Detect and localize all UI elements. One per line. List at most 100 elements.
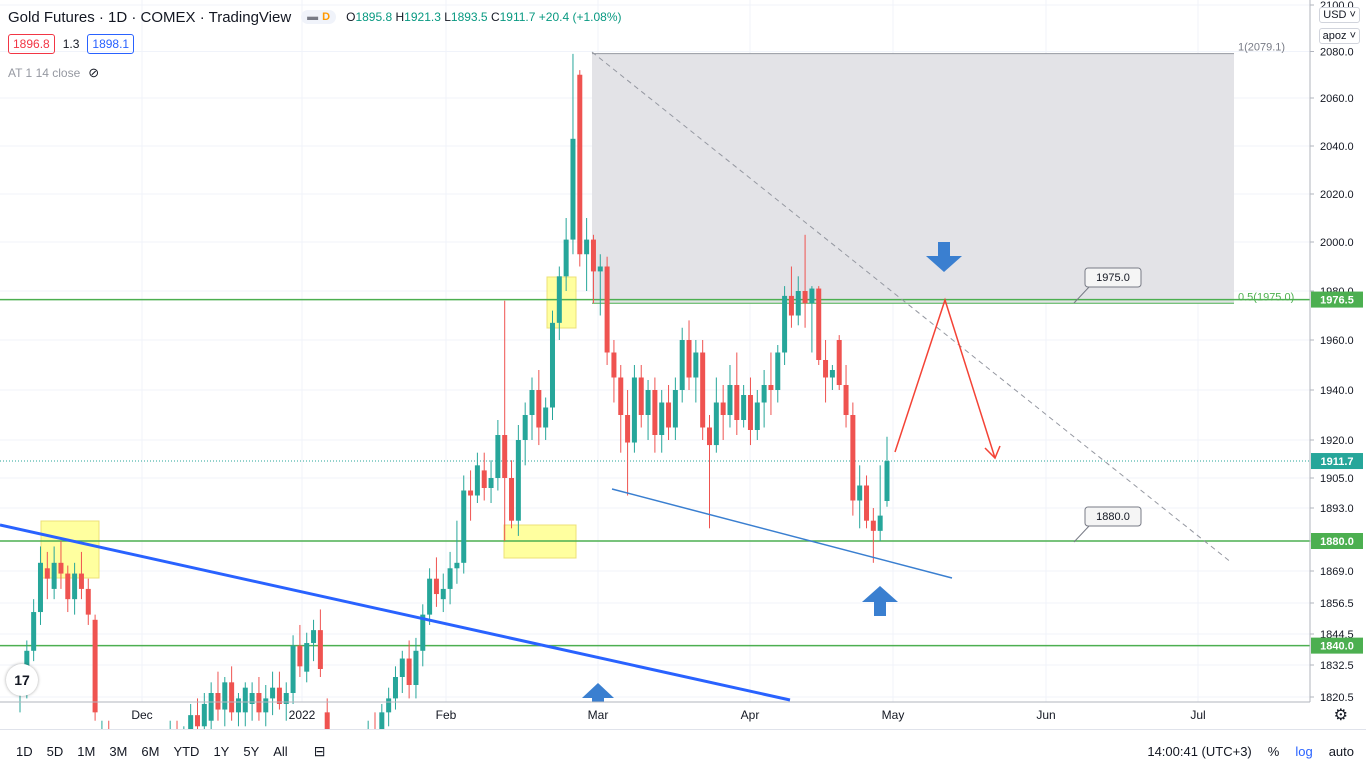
symbol-title[interactable]: Gold Futures · 1D · COMEX · TradingView [8, 8, 292, 26]
candle [747, 377, 753, 446]
percent-toggle[interactable]: % [1267, 743, 1280, 759]
scale-mode-select[interactable]: apoz ˅ [1318, 28, 1360, 44]
candle [367, 720, 369, 730]
candle [481, 452, 487, 501]
y-tick-label: 1820.5 [1320, 692, 1354, 704]
y-tick-label: 1905.0 [1320, 473, 1354, 485]
candle [549, 310, 555, 420]
timeframe-1d[interactable]: 1D [16, 743, 33, 759]
candle [823, 340, 829, 403]
ohlc-readout: O1895.8 H1921.3 L1893.5 C1911.7 +20.4 (+… [346, 10, 622, 24]
candle [78, 551, 84, 600]
candles [17, 53, 890, 730]
candle [374, 712, 376, 730]
price-callout: 1975.0 [1073, 267, 1142, 304]
candle [645, 380, 651, 440]
timeframe-ytd[interactable]: YTD [173, 743, 200, 759]
candle [276, 671, 282, 710]
price-label-text: 1911.7 [1320, 456, 1353, 468]
candle [543, 397, 549, 440]
x-tick-label: Jun [1036, 708, 1055, 722]
candle [679, 327, 685, 403]
candle [809, 286, 815, 353]
candle [324, 698, 330, 730]
candle [92, 614, 98, 721]
auto-toggle[interactable]: auto [1328, 743, 1354, 759]
candle [577, 70, 583, 267]
candle [754, 390, 760, 440]
gear-icon[interactable]: ⚙ [1333, 707, 1348, 724]
candle [611, 340, 617, 403]
candle [672, 377, 678, 440]
timeframe-all[interactable]: All [273, 743, 288, 759]
price-label-text: 1880.0 [1320, 536, 1354, 548]
eye-off-icon[interactable]: ⊘ [88, 65, 100, 80]
timeframe-1m[interactable]: 1M [77, 743, 96, 759]
y-tick-label: 2020.0 [1320, 189, 1354, 201]
candle [420, 604, 426, 667]
y-tick-label: 2080.0 [1320, 47, 1354, 59]
candle [570, 53, 576, 255]
candle [666, 385, 672, 440]
candle [242, 682, 248, 727]
buy-button[interactable]: 1898.1 [87, 34, 135, 54]
candle [72, 562, 78, 615]
candle [536, 370, 542, 446]
sell-button[interactable]: 1896.8 [8, 34, 55, 54]
fib-top-label: 1(2079.1) [1238, 42, 1285, 54]
candle [857, 465, 863, 529]
candle [816, 286, 822, 365]
chart-header: Gold Futures · 1D · COMEX · TradingView … [8, 8, 622, 26]
log-toggle[interactable]: log [1295, 743, 1313, 759]
candle [297, 624, 303, 677]
candle [836, 335, 842, 390]
y-tick-label: 1856.5 [1320, 598, 1354, 610]
price-label: 1976.5 [1311, 291, 1363, 308]
candle [454, 520, 460, 584]
timeframe-3m[interactable]: 3M [109, 743, 128, 759]
timeframe-5d[interactable]: 5D [46, 743, 64, 759]
indicator-label[interactable]: AT 1 14 close [8, 66, 81, 80]
timeframe-1y[interactable]: 1Y [213, 743, 230, 759]
candle [795, 276, 801, 326]
compare-range-icon[interactable]: ⊟ [313, 742, 326, 759]
candle [169, 720, 171, 730]
candle [727, 365, 733, 428]
long-trendline [0, 523, 791, 702]
market-status-icon: ▬ [307, 11, 319, 23]
tradingview-logo-icon[interactable]: 17 [6, 664, 38, 696]
candle [474, 452, 480, 503]
candle [108, 720, 110, 730]
candle [304, 632, 310, 683]
y-tick-label: 1960.0 [1320, 335, 1354, 347]
candle [768, 352, 774, 415]
y-tick-label: 2060.0 [1320, 93, 1354, 105]
candle [317, 609, 323, 677]
y-tick-label: 1893.0 [1320, 503, 1354, 515]
spread-value: 1.3 [62, 37, 80, 51]
up-arrow-icon [582, 683, 614, 702]
highlight-boxes [40, 276, 577, 579]
currency-select[interactable]: USD ˅ [1319, 7, 1360, 23]
candle [618, 365, 624, 453]
trendlines [0, 51, 1233, 702]
x-tick-label: 2022 [289, 708, 316, 722]
candle [713, 377, 719, 453]
x-tick-label: Apr [741, 708, 760, 722]
candle [515, 425, 521, 536]
direction-arrows [582, 242, 962, 702]
x-tick-label: Jul [1190, 708, 1205, 722]
candle [58, 541, 64, 589]
candle [215, 671, 221, 721]
status-pill[interactable]: ▬ D [301, 10, 337, 24]
candle [625, 390, 631, 496]
price-label: 1911.7 [1311, 453, 1363, 470]
callout-text: 1880.0 [1096, 511, 1130, 523]
candle [788, 266, 794, 328]
candle [864, 475, 870, 529]
timeframe-5y[interactable]: 5Y [243, 743, 260, 759]
timeframe-6m[interactable]: 6M [141, 743, 160, 759]
bottom-toolbar: 1D 5D 1M 3M 6M YTD 1Y 5Y All ⊟ 14:00:41 … [0, 729, 1366, 772]
clock-readout[interactable]: 14:00:41 (UTC+3) [1147, 743, 1252, 759]
